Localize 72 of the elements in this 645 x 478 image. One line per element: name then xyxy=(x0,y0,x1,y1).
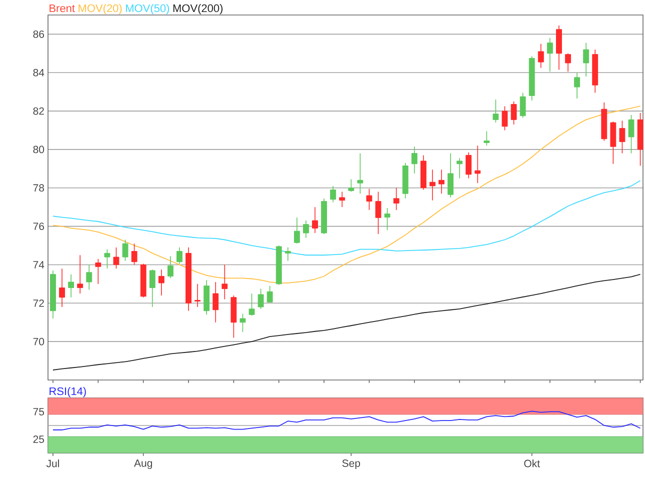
candlestick xyxy=(212,282,219,323)
candlestick xyxy=(176,247,182,264)
candlestick xyxy=(294,217,300,244)
candlestick xyxy=(258,288,264,310)
candlestick xyxy=(104,248,110,269)
candlestick xyxy=(330,186,336,203)
candlestick xyxy=(484,130,490,146)
candlestick xyxy=(466,152,472,179)
y-tick-label: 74 xyxy=(33,261,44,268)
candlestick xyxy=(538,43,544,68)
candlestick xyxy=(619,120,626,154)
candlestick xyxy=(59,268,65,308)
candlestick xyxy=(284,247,291,262)
x-tick-label: Jul xyxy=(46,460,59,468)
candlestick xyxy=(510,101,517,125)
candlestick xyxy=(438,169,444,194)
y-tick-label: 25 xyxy=(33,436,44,443)
candlestick xyxy=(448,152,454,198)
candlestick xyxy=(520,92,526,118)
candlestick xyxy=(77,254,84,294)
y-tick-label: 75 xyxy=(33,408,44,416)
candlestick xyxy=(348,178,354,192)
candlestick xyxy=(574,72,580,99)
y-tick-label: 70 xyxy=(33,338,44,346)
candlestick xyxy=(583,42,590,77)
x-tick-label: Sep xyxy=(342,460,360,470)
candlestick xyxy=(384,208,390,231)
candlestick xyxy=(456,158,463,179)
candlestick xyxy=(357,152,364,194)
candlestick xyxy=(158,269,164,296)
y-tick-label: 72 xyxy=(33,299,44,307)
candlestick xyxy=(502,106,508,131)
candlestick xyxy=(167,256,174,279)
y-tick-label: 76 xyxy=(33,222,44,230)
candlestick xyxy=(565,53,571,72)
candlestick xyxy=(339,191,346,208)
y-tick-label: 78 xyxy=(33,184,44,192)
candlestick xyxy=(628,114,634,154)
candlestick xyxy=(131,243,138,266)
candlestick xyxy=(240,313,246,332)
candlestick xyxy=(303,220,309,238)
candlestick xyxy=(474,145,481,184)
candlestick xyxy=(95,258,102,284)
candlestick xyxy=(194,284,201,308)
candlestick xyxy=(248,293,255,316)
candlestick xyxy=(222,264,228,300)
candlestick xyxy=(366,188,372,210)
candlestick xyxy=(312,206,318,234)
x-tick-label: Aug xyxy=(134,460,152,469)
text: RSI(14) xyxy=(50,387,86,398)
candlestick xyxy=(266,285,273,303)
y-tick-label: 84 xyxy=(33,68,44,76)
candlestick xyxy=(375,191,382,234)
candlestick xyxy=(68,274,74,298)
candlestick xyxy=(86,264,92,290)
y-tick-label: 86 xyxy=(33,30,44,38)
line-series xyxy=(52,274,641,370)
candlestick xyxy=(411,146,418,174)
candlestick xyxy=(393,187,400,210)
candlestick xyxy=(122,239,128,262)
candlestick xyxy=(546,38,553,72)
y-tick-label: 80 xyxy=(33,146,44,154)
text: MOV(20) xyxy=(78,4,122,14)
y-tick-label: 82 xyxy=(33,107,44,115)
candlestick xyxy=(149,269,156,308)
candlestick xyxy=(113,247,120,269)
x-tick-label: Okt xyxy=(524,460,540,468)
text: MOV(200) xyxy=(173,4,223,14)
text: MOV(50) xyxy=(126,4,170,14)
candlestick xyxy=(430,169,436,201)
text: Brent xyxy=(50,4,75,12)
candlestick xyxy=(492,99,499,123)
